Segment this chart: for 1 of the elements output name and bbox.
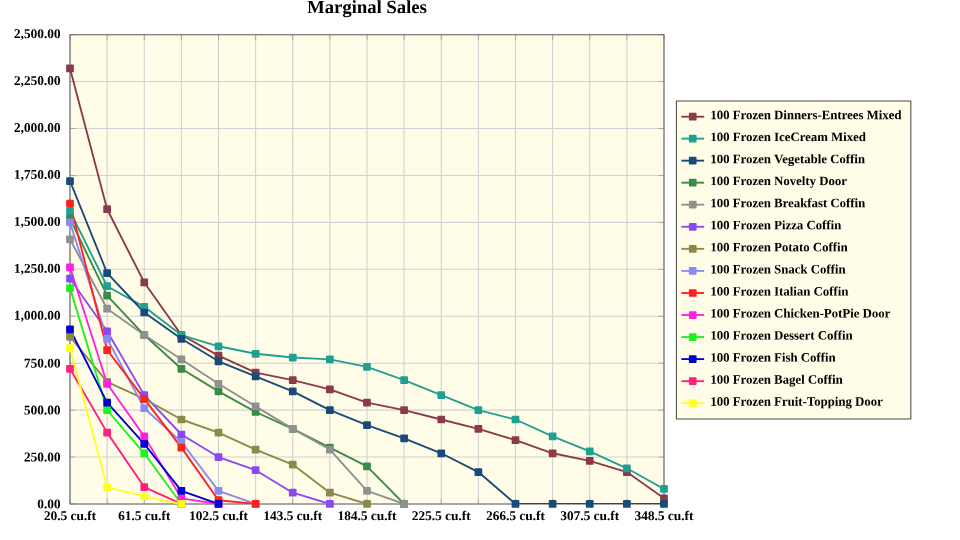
chart-title: Marginal Sales <box>307 0 427 18</box>
